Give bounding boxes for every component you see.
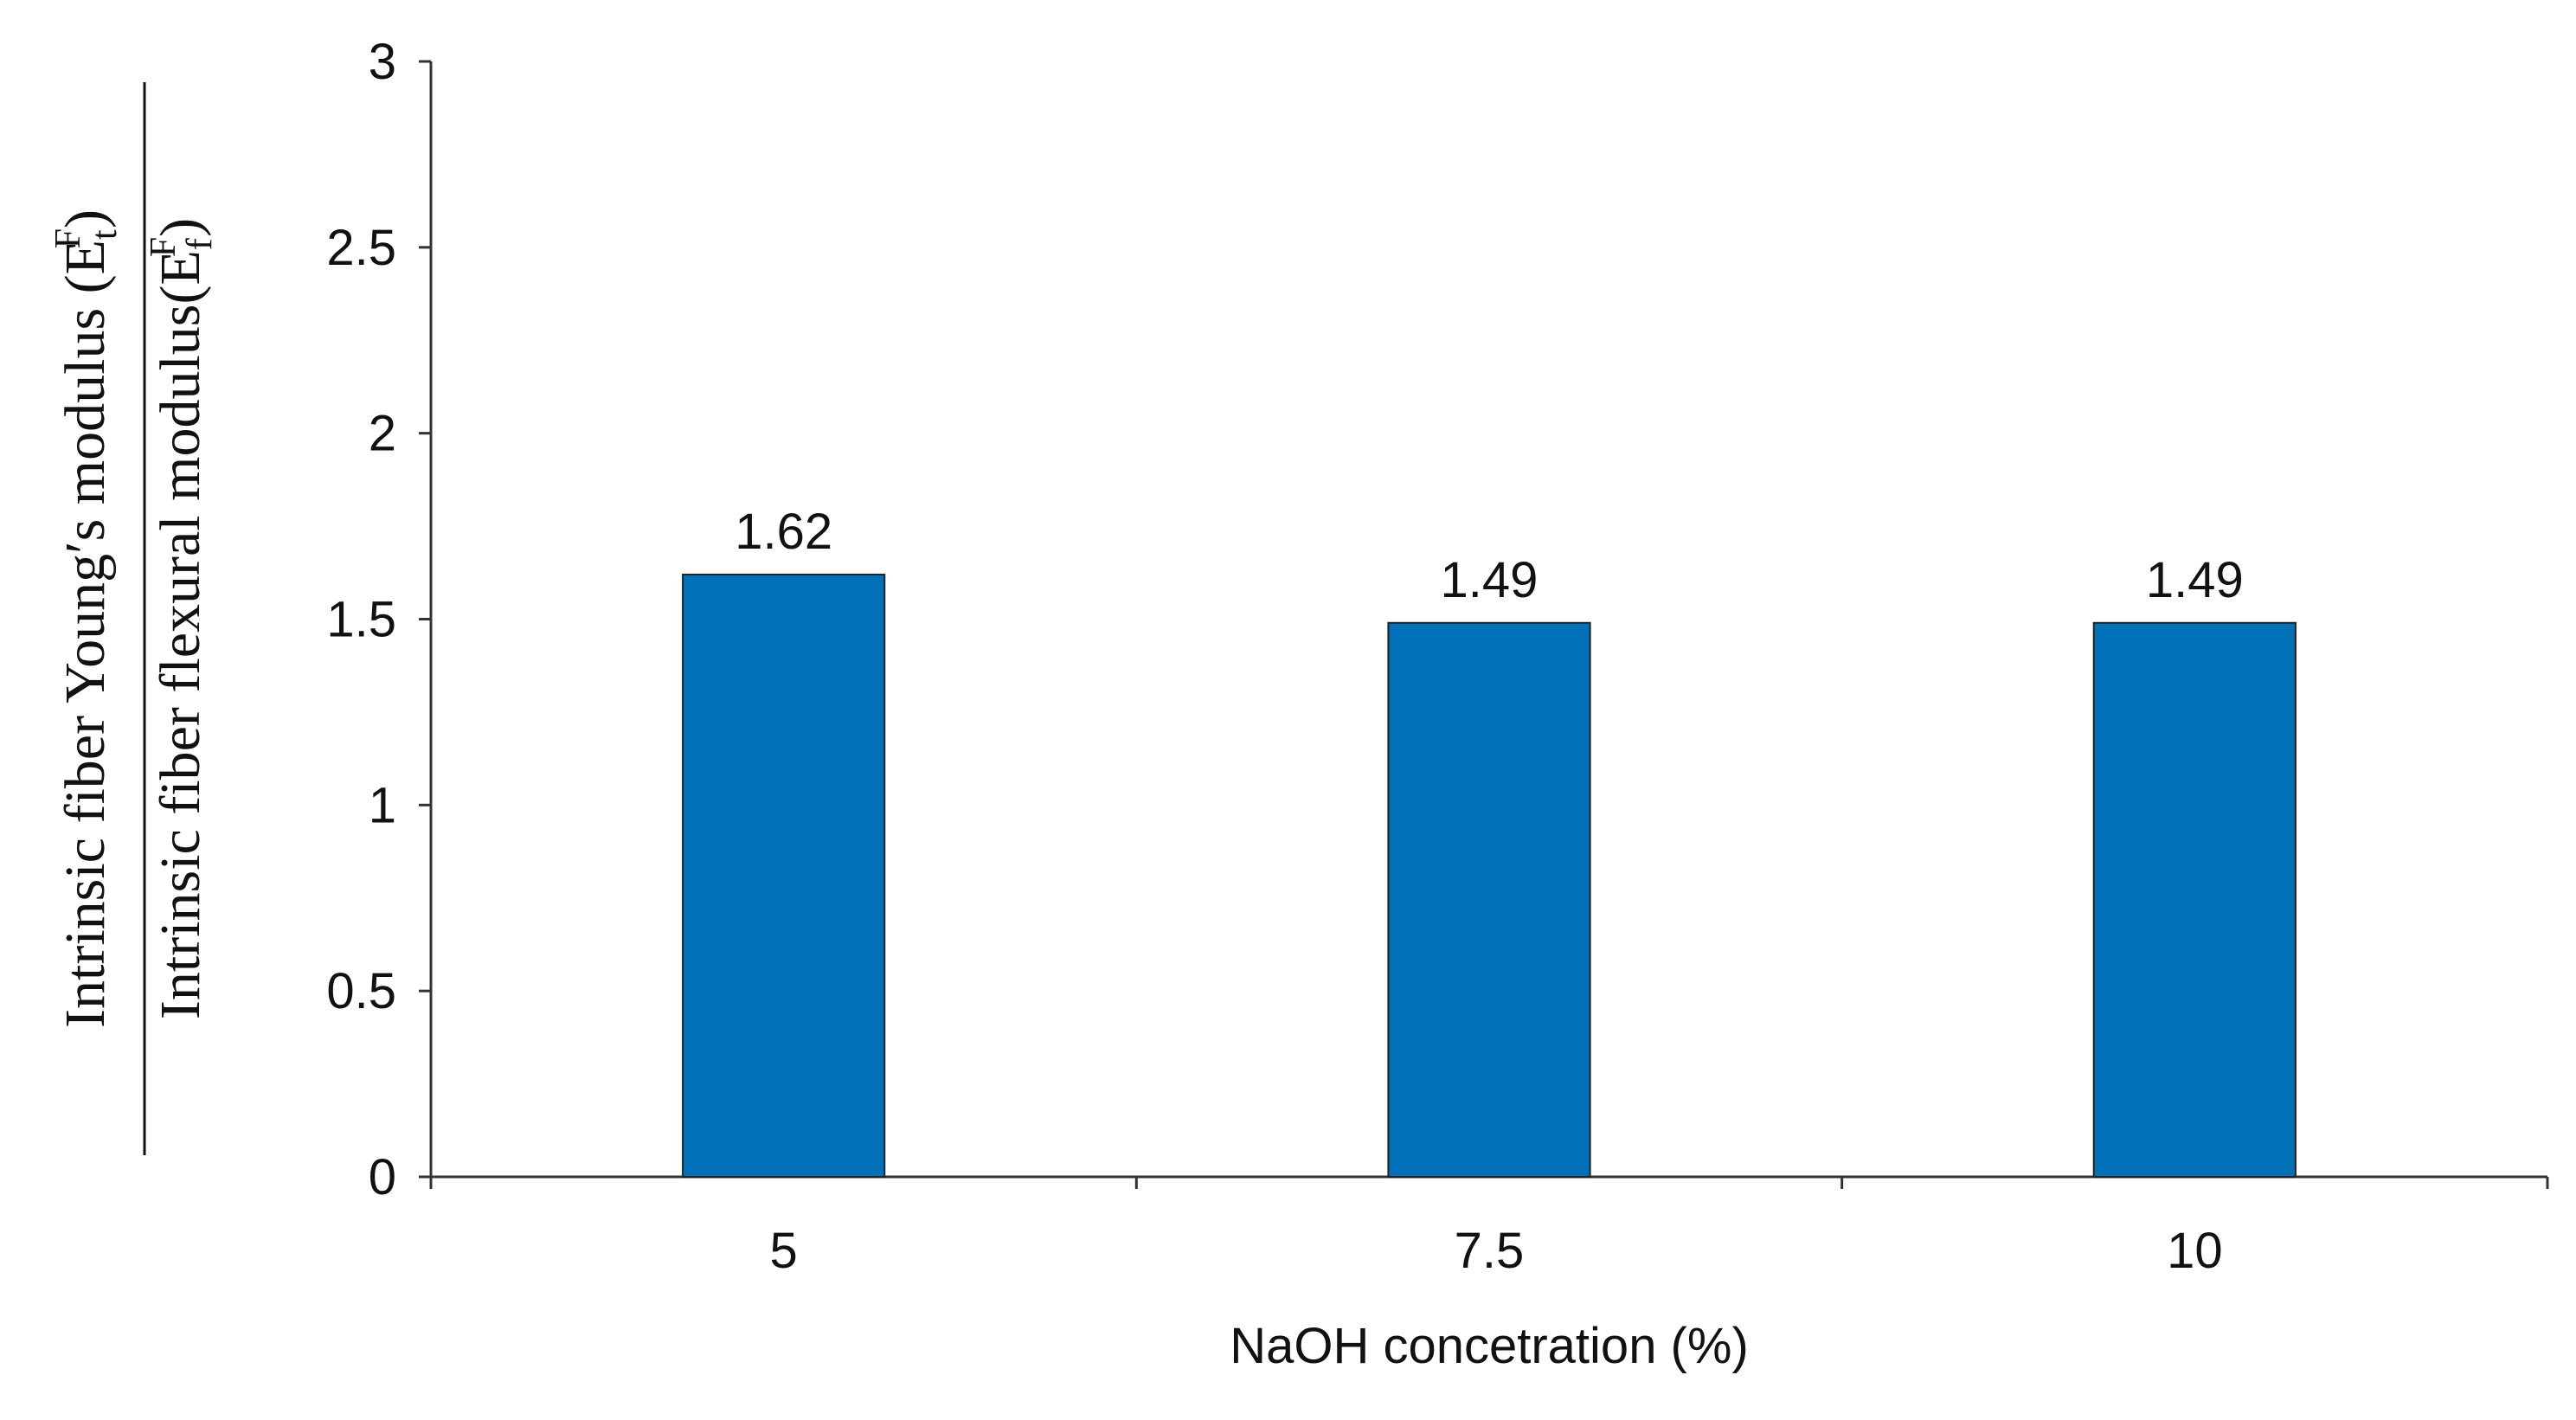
y-tick-label: 0.5 <box>326 963 396 1019</box>
y-label-part: E <box>149 250 212 285</box>
y-tick-label: 3 <box>369 34 396 90</box>
y-tick-label: 0 <box>369 1149 396 1205</box>
y-label-part: E <box>54 240 117 274</box>
bar <box>1387 621 1591 1178</box>
x-tick-label: 7.5 <box>1455 1223 1525 1279</box>
x-tick-label: 10 <box>2167 1223 2223 1279</box>
value-label: 1.49 <box>2146 552 2244 608</box>
y-tick-label: 1.5 <box>326 592 396 648</box>
y-label-part: ) <box>54 209 117 228</box>
value-label: 1.49 <box>1441 552 1539 608</box>
y-tick-label: 1 <box>369 777 396 833</box>
y-label-denominator: Intrinsic fiber flexural modulus(EfF) <box>144 218 220 1019</box>
y-tick-label: 2 <box>369 406 396 462</box>
y-label-part: ) <box>149 218 212 237</box>
x-tick-label: 5 <box>770 1223 798 1279</box>
bar <box>2092 621 2297 1178</box>
y-label-numerator: Intrinsic fiber Young′s modulus (EtF) <box>48 209 125 1028</box>
y-label-part: F <box>48 228 88 248</box>
x-axis-label: NaOH concetration (%) <box>1230 1318 1749 1374</box>
y-axis-label: Intrinsic fiber Young′s modulus (EtF)Int… <box>48 82 220 1155</box>
value-label: 1.62 <box>735 504 832 560</box>
bar <box>682 573 886 1178</box>
y-label-part: f <box>180 238 220 250</box>
y-label-part: F <box>144 237 183 257</box>
y-label-part: Intrinsic fiber flexural modulus( <box>149 286 212 1020</box>
y-label-part: Intrinsic fiber Young′s modulus ( <box>54 274 117 1028</box>
y-tick-label: 2.5 <box>326 220 396 276</box>
y-label-part: t <box>85 229 125 240</box>
